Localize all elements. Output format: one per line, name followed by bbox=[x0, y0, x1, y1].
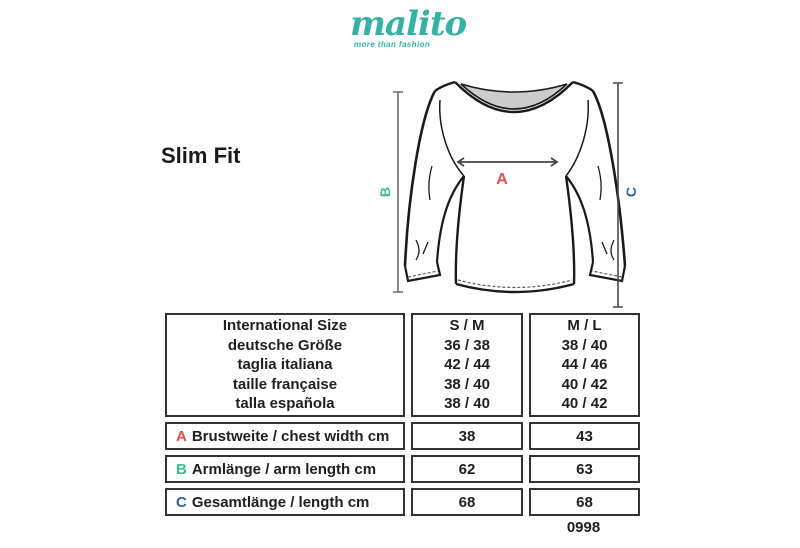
shirt-sleeves-inner bbox=[435, 175, 595, 263]
measure-chest-arrow bbox=[456, 157, 559, 167]
shirt-crease-lines bbox=[415, 165, 615, 261]
size-row-label: deutsche Größe bbox=[227, 336, 343, 354]
measure-length-line bbox=[613, 82, 623, 308]
size-value: S / M bbox=[449, 317, 485, 335]
size-table: International Size deutsche Größe taglia… bbox=[165, 313, 640, 516]
measure-arm-label: B bbox=[380, 187, 393, 197]
measure-chest-label: A bbox=[496, 171, 508, 188]
fit-label: Slim Fit bbox=[161, 143, 241, 168]
shirt-stitching bbox=[407, 270, 623, 289]
measurement-length-ml: 68 bbox=[529, 488, 640, 516]
shirt-cuffs bbox=[403, 261, 627, 283]
measure-letter: C bbox=[176, 493, 187, 511]
shirt-body-sides bbox=[454, 175, 576, 285]
shirt-shoulders bbox=[434, 80, 594, 92]
size-value: 44 / 46 bbox=[561, 356, 608, 374]
measure-letter: A bbox=[176, 427, 187, 445]
brand-tagline: more than fashion bbox=[354, 40, 431, 49]
size-table-labels-cell: International Size deutsche Größe taglia… bbox=[165, 313, 405, 417]
shirt-backneck-panel bbox=[460, 83, 568, 110]
measurement-label: Armlänge / arm length cm bbox=[191, 460, 377, 478]
size-value: 40 / 42 bbox=[561, 395, 608, 413]
measurement-length-sm: 68 bbox=[411, 488, 523, 516]
size-row-label: talla española bbox=[235, 395, 335, 413]
measurement-arm-sm: 62 bbox=[411, 455, 523, 483]
size-value: 38 / 40 bbox=[444, 375, 490, 393]
measure-length-label: C bbox=[623, 187, 639, 197]
shirt-diagram: A B C bbox=[377, 78, 640, 318]
size-value: 36 / 38 bbox=[444, 336, 490, 354]
measurement-label: Gesamtlänge / length cm bbox=[191, 493, 370, 511]
measurement-chest-ml: 43 bbox=[529, 422, 640, 450]
measurement-row-length-label: C Gesamtlänge / length cm bbox=[165, 488, 405, 516]
shirt-hem bbox=[455, 282, 575, 294]
size-value: 42 / 44 bbox=[444, 356, 490, 374]
shirt-drawing-svg: A B C bbox=[377, 80, 639, 308]
measure-arm-line bbox=[393, 91, 403, 293]
size-value: 40 / 42 bbox=[561, 375, 608, 393]
measure-letter: B bbox=[176, 460, 187, 478]
size-value: 38 / 40 bbox=[444, 395, 490, 413]
size-value: 38 / 40 bbox=[561, 336, 608, 354]
measurement-row-arm-label: B Armlänge / arm length cm bbox=[165, 455, 405, 483]
product-code: 0998 bbox=[566, 519, 601, 536]
size-value: M / L bbox=[567, 317, 602, 335]
shirt-sleeves-outer bbox=[403, 90, 627, 267]
measurement-chest-sm: 38 bbox=[411, 422, 523, 450]
size-row-label: taglia italiana bbox=[237, 356, 333, 374]
measurement-row-chest-label: A Brustweite / chest width cm bbox=[165, 422, 405, 450]
shirt-collar-outer bbox=[454, 81, 574, 114]
shirt-armhole-seams bbox=[439, 99, 589, 177]
measurement-arm-ml: 63 bbox=[529, 455, 640, 483]
measurement-label: Brustweite / chest width cm bbox=[191, 427, 390, 445]
size-row-label: taille française bbox=[232, 375, 338, 393]
size-row-label: International Size bbox=[222, 317, 348, 335]
size-table-ml-cell: M / L 38 / 40 44 / 46 40 / 42 40 / 42 bbox=[529, 313, 640, 417]
size-table-sm-cell: S / M 36 / 38 42 / 44 38 / 40 38 / 40 bbox=[411, 313, 523, 417]
brand-logo: malito more than fashion bbox=[350, 6, 470, 49]
brand-logo-wordmark: malito bbox=[350, 4, 467, 44]
